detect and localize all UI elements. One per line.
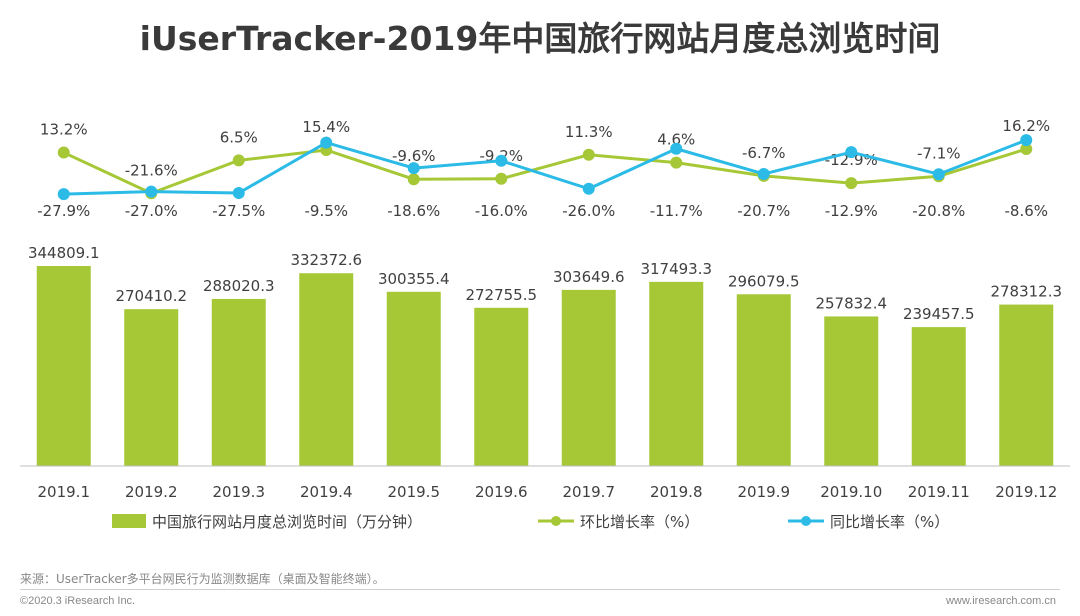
yoy-point xyxy=(407,162,420,175)
bar-value-label: 288020.3 xyxy=(203,277,275,295)
yoy-label: -16.0% xyxy=(475,202,528,220)
x-tick-label: 2019.10 xyxy=(820,483,882,501)
yoy-label: -26.0% xyxy=(562,202,615,220)
chart-title: iUserTracker-2019年中国旅行网站月度总浏览时间 xyxy=(139,19,941,58)
bar-value-label: 272755.5 xyxy=(465,286,537,304)
bar-value-label: 270410.2 xyxy=(115,287,187,305)
yoy-label: -18.6% xyxy=(387,202,440,220)
mom-point xyxy=(407,173,420,186)
mom-point xyxy=(57,146,70,159)
yoy-label: -20.7% xyxy=(737,202,790,220)
bar-value-label: 239457.5 xyxy=(903,305,975,323)
line-series: 13.2%-21.6%6.5%15.4%-9.6%-9.2%11.3%4.6%-… xyxy=(37,117,1050,220)
bar-2019.4 xyxy=(299,273,354,466)
x-tick-label: 2019.1 xyxy=(38,483,91,501)
bar-2019.7 xyxy=(561,289,616,466)
bar-2019.6 xyxy=(474,307,529,466)
mom-label: 13.2% xyxy=(40,121,88,139)
yoy-label: -11.7% xyxy=(650,202,703,220)
mom-point xyxy=(232,154,245,167)
bar-value-label: 300355.4 xyxy=(378,270,450,288)
yoy-line xyxy=(63,138,1027,196)
bar-2019.2 xyxy=(124,309,179,466)
legend-bar-label: 中国旅行网站月度总浏览时间（万分钟） xyxy=(152,513,422,531)
combo-chart: 344809.1 270410.2 288020.3 332372.6 300355.4… xyxy=(20,117,1070,531)
x-tick-label: 2019.9 xyxy=(738,483,791,501)
x-tick-label: 2019.12 xyxy=(995,483,1057,501)
legend-yoy-label: 同比增长率（%） xyxy=(830,513,949,531)
legend-mom-marker xyxy=(551,516,561,526)
mom-label: -9.6% xyxy=(392,147,436,165)
bar-2019.5 xyxy=(386,291,441,466)
yoy-point xyxy=(320,136,333,149)
x-tick-label: 2019.6 xyxy=(475,483,528,501)
yoy-label: -12.9% xyxy=(825,202,878,220)
bar-2019.9 xyxy=(736,294,791,466)
bar-2019.10 xyxy=(824,316,879,466)
bar-2019.1 xyxy=(36,266,91,466)
yoy-point xyxy=(670,142,683,155)
yoy-point xyxy=(57,188,70,201)
bar-value-label: 303649.6 xyxy=(553,268,625,286)
bar-2019.11 xyxy=(911,327,966,466)
x-tick-label: 2019.8 xyxy=(650,483,703,501)
mom-label: 11.3% xyxy=(565,123,613,141)
bar-2019.12 xyxy=(999,304,1054,466)
legend-yoy-marker xyxy=(801,516,811,526)
mom-point xyxy=(1020,143,1033,156)
yoy-label: -9.5% xyxy=(304,202,348,220)
yoy-point xyxy=(495,154,508,167)
yoy-point xyxy=(582,182,595,195)
yoy-point xyxy=(1020,134,1033,147)
mom-label: -7.1% xyxy=(917,144,961,162)
mom-label: 6.5% xyxy=(220,128,258,146)
x-tick-label: 2019.4 xyxy=(300,483,353,501)
bar-value-label: 257832.4 xyxy=(815,294,887,312)
footer-divider xyxy=(20,589,1060,590)
yoy-label: -27.9% xyxy=(37,202,90,220)
mom-line xyxy=(63,147,1027,195)
yoy-label: -8.6% xyxy=(1004,202,1048,220)
mom-point xyxy=(670,156,683,169)
bar-value-label: 332372.6 xyxy=(290,251,362,269)
yoy-label: -27.5% xyxy=(212,202,265,220)
yoy-point xyxy=(232,187,245,199)
bar-value-label: 296079.5 xyxy=(728,272,800,290)
mom-label: -21.6% xyxy=(125,161,178,179)
yoy-label: -20.8% xyxy=(912,202,965,220)
legend-bar-swatch xyxy=(112,514,146,528)
bar-series xyxy=(36,266,1054,466)
x-tick-label: 2019.3 xyxy=(213,483,266,501)
x-tick-label: 2019.5 xyxy=(388,483,441,501)
bar-value-label: 317493.3 xyxy=(640,260,712,278)
source-note: 来源：UserTracker多平台网民行为监测数据库（桌面及智能终端）。 xyxy=(20,572,385,586)
bar-value-label: 344809.1 xyxy=(28,244,100,262)
x-tick-label: 2019.11 xyxy=(908,483,970,501)
yoy-point xyxy=(932,168,945,181)
mom-label: 4.6% xyxy=(657,131,695,149)
mom-label: -6.7% xyxy=(742,144,786,162)
bar-value-label: 278312.3 xyxy=(990,283,1062,301)
bar-value-labels: 344809.1 270410.2 288020.3 332372.6 300355.4… xyxy=(28,244,1062,323)
x-tick-label: 2019.2 xyxy=(125,483,178,501)
x-tick-labels: 2019.1 2019.2 2019.3 2019.4 2019.5 2019.6 2019… xyxy=(38,483,1058,501)
mom-label: 16.2% xyxy=(1002,117,1050,135)
yoy-point xyxy=(757,167,770,180)
legend: 中国旅行网站月度总浏览时间（万分钟） 环比增长率（%） 同比增长率（%） xyxy=(112,513,949,531)
website-url: www.iresearch.com.cn xyxy=(945,595,1056,607)
mom-point xyxy=(495,172,508,185)
yoy-label: -27.0% xyxy=(125,202,178,220)
yoy-point xyxy=(845,146,858,159)
mom-point xyxy=(845,177,858,190)
legend-mom-label: 环比增长率（%） xyxy=(580,513,699,531)
mom-point xyxy=(582,148,595,161)
copyright: ©2020.3 iResearch Inc. xyxy=(20,595,136,607)
bar-2019.3 xyxy=(211,298,266,466)
mom-label: 15.4% xyxy=(302,118,350,136)
x-tick-label: 2019.7 xyxy=(563,483,616,501)
yoy-point xyxy=(145,185,158,198)
bar-2019.8 xyxy=(649,281,704,466)
